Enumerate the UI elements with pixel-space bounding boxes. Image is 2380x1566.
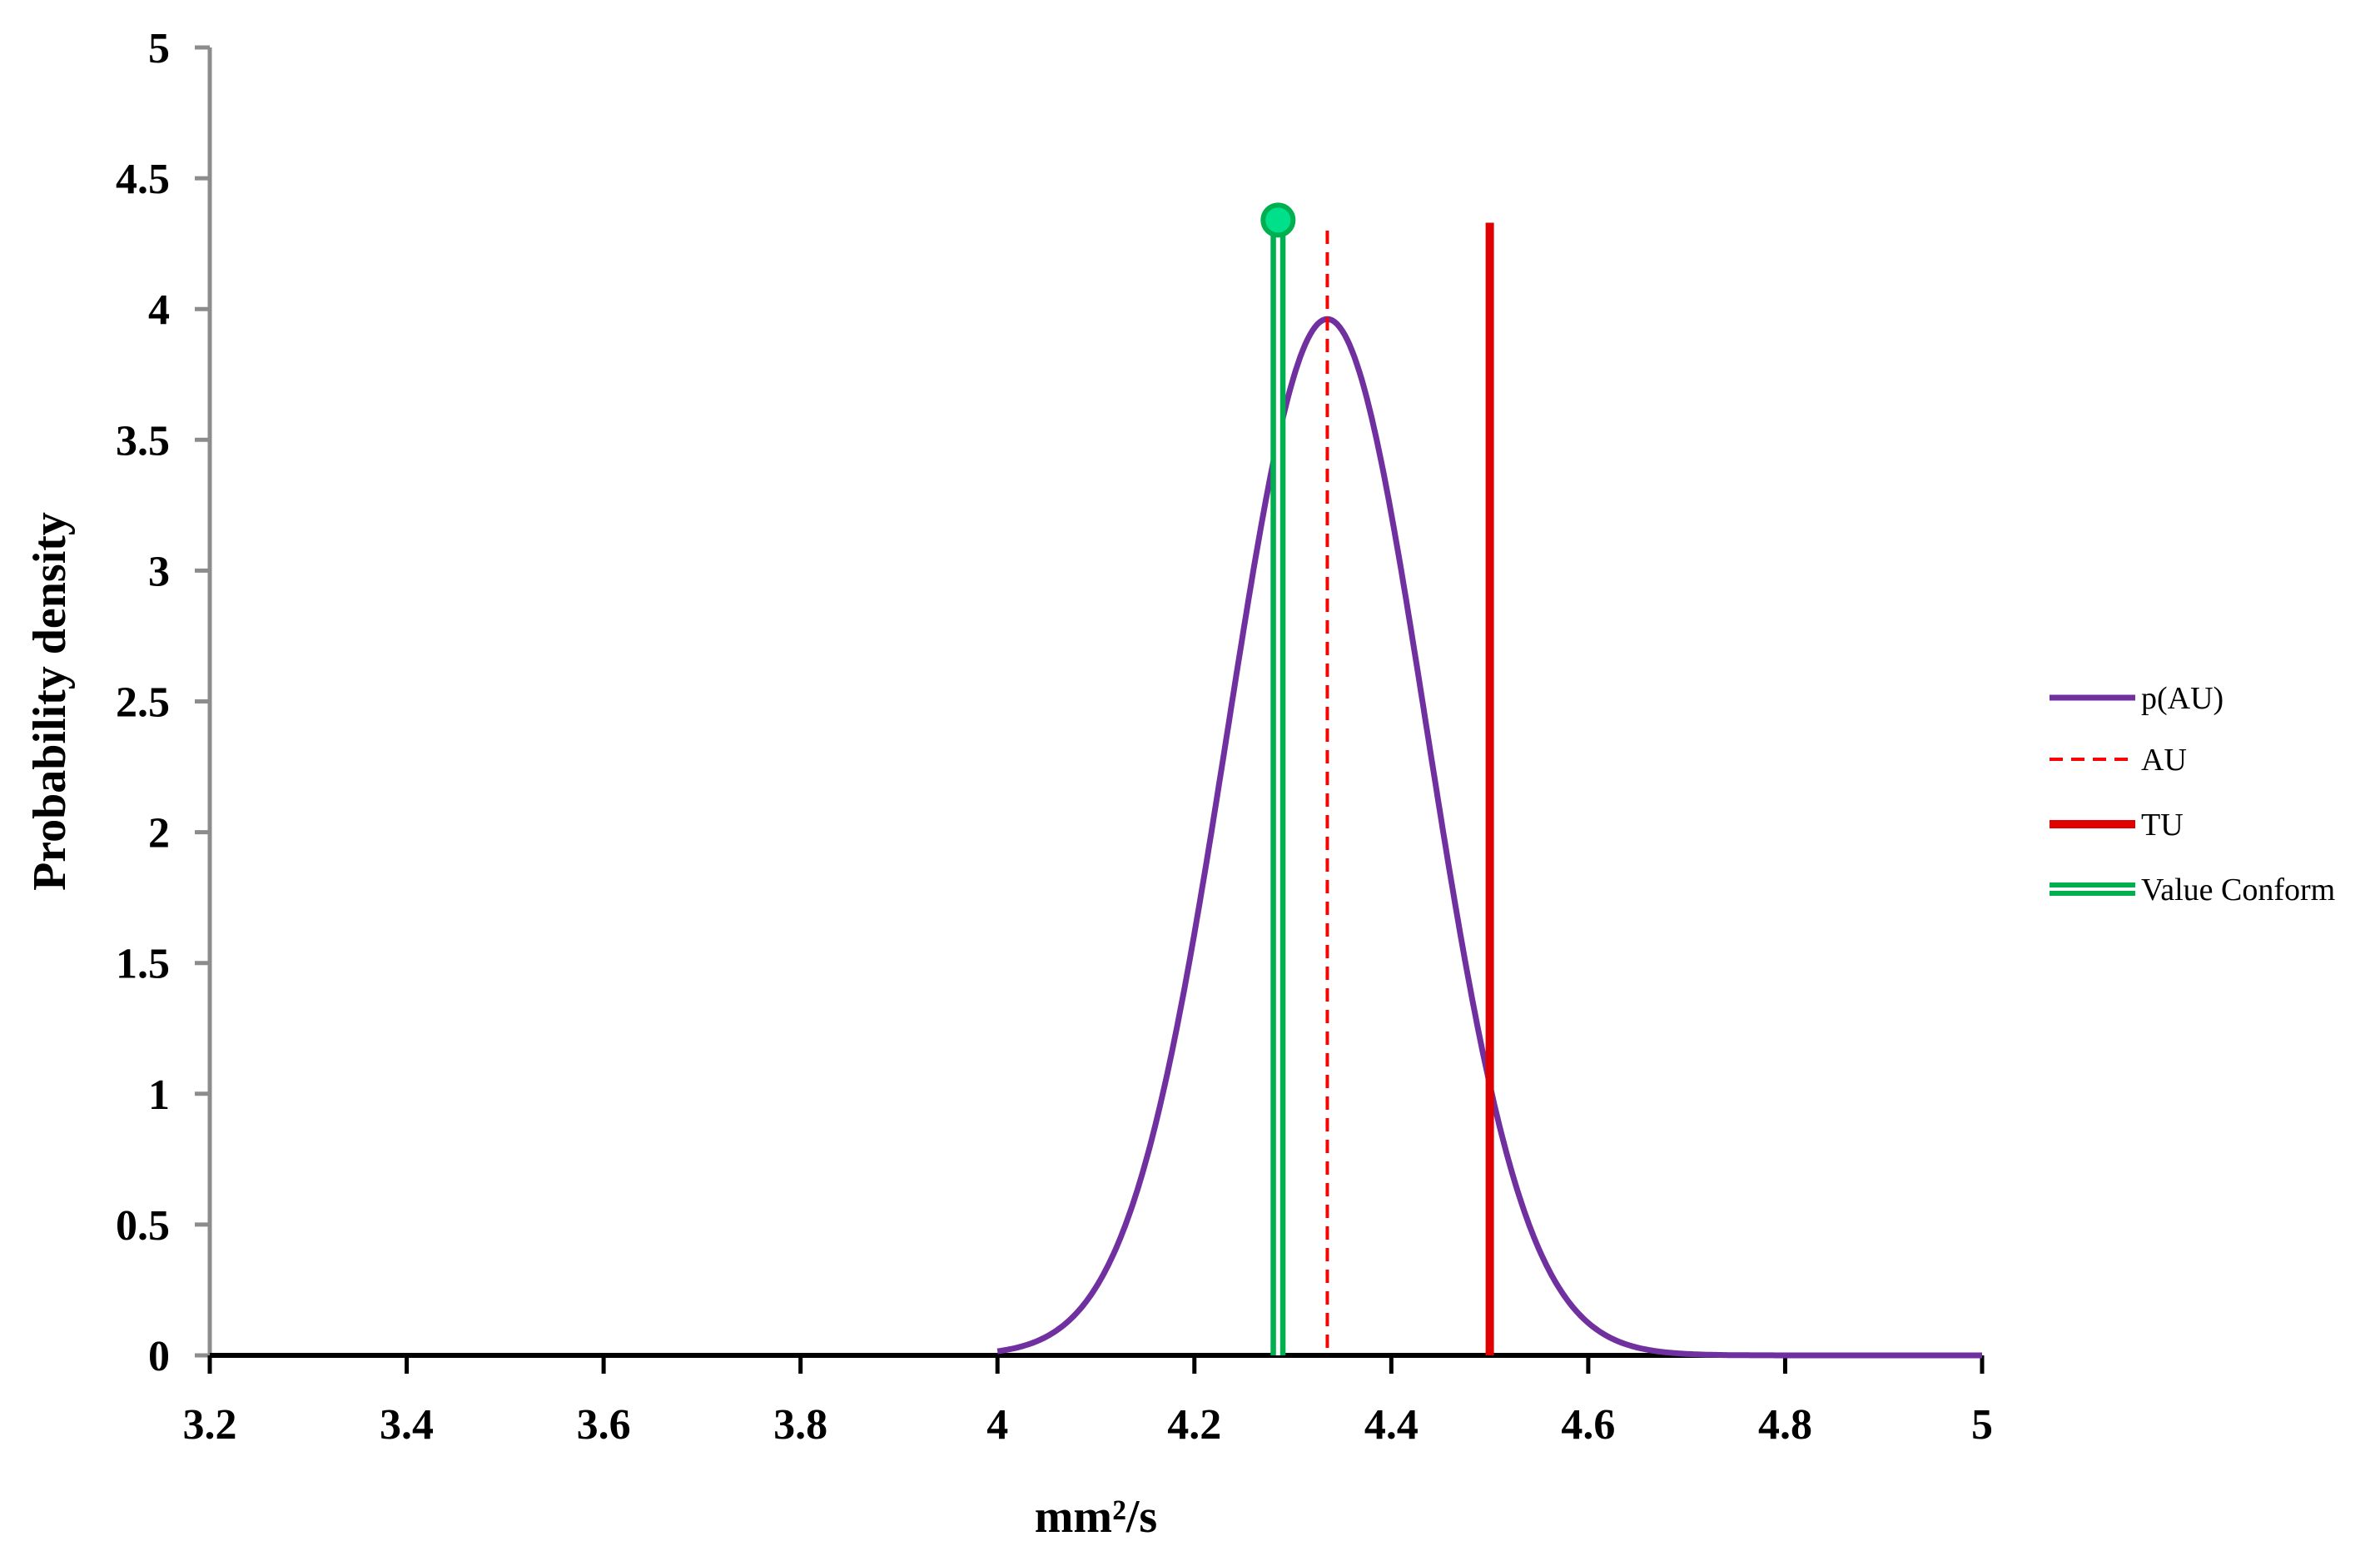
y-tick-label: 0 [148,1333,170,1380]
y-tick-label: 5 [148,25,170,72]
legend-label: AU [2141,743,2187,778]
x-tick-label: 4.6 [1561,1401,1615,1449]
y-tick-label: 1.5 [116,941,170,988]
y-tick-label: 4.5 [116,156,170,203]
y-tick-label: 3.5 [116,417,170,465]
y-tick-label: 2.5 [116,679,170,727]
x-tick-label: 3.2 [183,1401,237,1449]
legend-label: Value Conform [2141,872,2335,907]
x-tick-label: 5 [1971,1401,1993,1449]
y-axis-title: Probability density [24,512,76,891]
legend-label: TU [2141,808,2184,843]
x-tick-label: 3.4 [380,1401,434,1449]
y-axis: 0 0.5 1 1.5 2 2.5 3 3.5 4 4.5 5 [116,25,212,1380]
series-value-conform [1260,202,1296,1355]
value-conform-marker [1260,202,1296,238]
legend-label: p(AU) [2141,681,2223,716]
x-tick-label: 3.6 [577,1401,631,1449]
x-tick-label: 4 [986,1401,1008,1449]
plot-area [996,202,1983,1359]
x-axis-title: mm²/s [1035,1491,1157,1543]
x-axis: 3.2 3.4 3.6 3.8 4 4.2 4.4 4.6 4.8 5 [183,1353,1993,1449]
x-tick-label: 4.4 [1364,1401,1419,1449]
y-tick-label: 0.5 [116,1202,170,1250]
y-tick-label: 3 [148,548,170,595]
y-tick-label: 2 [148,810,170,858]
x-tick-label: 3.8 [773,1401,827,1449]
legend: p(AU) AU TU Value Conform [2050,681,2335,907]
y-tick-label: 1 [148,1071,170,1119]
y-tick-label: 4 [148,286,170,334]
x-tick-label: 4.2 [1167,1401,1221,1449]
x-tick-label: 4.8 [1758,1401,1812,1449]
